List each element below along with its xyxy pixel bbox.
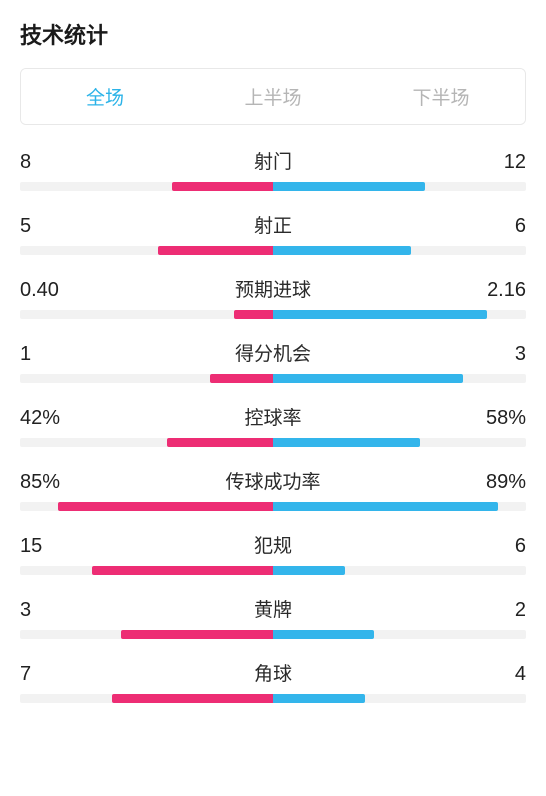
stat-bar-left	[210, 374, 273, 383]
stat-value-left: 5	[20, 215, 70, 238]
tab-first-half[interactable]: 上半场	[189, 69, 357, 124]
stat-header: 42%控球率58%	[20, 403, 526, 430]
stat-row: 5射正6	[20, 211, 526, 255]
stat-value-left: 7	[20, 663, 70, 686]
stat-value-left: 42%	[20, 407, 70, 430]
stat-label: 传球成功率	[70, 467, 476, 494]
stat-value-left: 85%	[20, 471, 70, 494]
stat-bar-right	[273, 310, 487, 319]
stat-label: 得分机会	[70, 339, 476, 366]
stat-label: 控球率	[70, 403, 476, 430]
stat-value-left: 8	[20, 151, 70, 174]
stat-header: 7角球4	[20, 659, 526, 686]
stat-bar-track	[20, 566, 526, 575]
stat-bar-track	[20, 182, 526, 191]
section-title: 技术统计	[20, 18, 526, 50]
stat-bar-track	[20, 630, 526, 639]
tab-second-half[interactable]: 下半场	[357, 69, 525, 124]
stat-bar-left	[58, 502, 273, 511]
stat-header: 3黄牌2	[20, 595, 526, 622]
stat-value-right: 6	[476, 215, 526, 238]
stat-label: 角球	[70, 659, 476, 686]
stat-bar-left	[234, 310, 273, 319]
stat-bar-track	[20, 374, 526, 383]
stats-panel: 技术统计 全场 上半场 下半场 8射门125射正60.40预期进球2.161得分…	[0, 0, 546, 703]
stat-bar-right	[273, 630, 374, 639]
period-tabs: 全场 上半场 下半场	[20, 68, 526, 125]
stat-bar-right	[273, 438, 420, 447]
stats-list: 8射门125射正60.40预期进球2.161得分机会342%控球率58%85%传…	[20, 147, 526, 703]
stat-value-right: 2.16	[476, 279, 526, 302]
stat-row: 1得分机会3	[20, 339, 526, 383]
stat-label: 预期进球	[70, 275, 476, 302]
stat-header: 5射正6	[20, 211, 526, 238]
stat-label: 射正	[70, 211, 476, 238]
stat-row: 42%控球率58%	[20, 403, 526, 447]
stat-value-left: 1	[20, 343, 70, 366]
tab-label: 上半场	[244, 88, 301, 109]
stat-value-right: 2	[476, 599, 526, 622]
stat-label: 犯规	[70, 531, 476, 558]
stat-label: 黄牌	[70, 595, 476, 622]
stat-bar-left	[167, 438, 273, 447]
stat-header: 85%传球成功率89%	[20, 467, 526, 494]
stat-bar-left	[172, 182, 273, 191]
stat-header: 1得分机会3	[20, 339, 526, 366]
stat-bar-track	[20, 502, 526, 511]
stat-bar-track	[20, 694, 526, 703]
stat-row: 15犯规6	[20, 531, 526, 575]
stat-value-left: 0.40	[20, 279, 70, 302]
stat-row: 7角球4	[20, 659, 526, 703]
stat-row: 8射门12	[20, 147, 526, 191]
stat-value-left: 15	[20, 535, 70, 558]
stat-value-right: 58%	[476, 407, 526, 430]
stat-bar-left	[112, 694, 273, 703]
stat-bar-right	[273, 246, 411, 255]
stat-bar-track	[20, 310, 526, 319]
stat-bar-right	[273, 694, 365, 703]
stat-bar-right	[273, 502, 498, 511]
stat-bar-right	[273, 566, 345, 575]
stat-value-left: 3	[20, 599, 70, 622]
tab-label: 下半场	[412, 88, 469, 109]
stat-bar-right	[273, 182, 425, 191]
stat-value-right: 3	[476, 343, 526, 366]
stat-row: 3黄牌2	[20, 595, 526, 639]
stat-bar-track	[20, 246, 526, 255]
stat-header: 8射门12	[20, 147, 526, 174]
stat-bar-left	[158, 246, 273, 255]
stat-bar-left	[92, 566, 273, 575]
stat-label: 射门	[70, 147, 476, 174]
stat-row: 0.40预期进球2.16	[20, 275, 526, 319]
stat-header: 15犯规6	[20, 531, 526, 558]
stat-row: 85%传球成功率89%	[20, 467, 526, 511]
stat-value-right: 12	[476, 151, 526, 174]
tab-label: 全场	[86, 88, 124, 109]
stat-bar-right	[273, 374, 463, 383]
stat-bar-left	[121, 630, 273, 639]
stat-value-right: 89%	[476, 471, 526, 494]
stat-header: 0.40预期进球2.16	[20, 275, 526, 302]
stat-value-right: 4	[476, 663, 526, 686]
stat-bar-track	[20, 438, 526, 447]
stat-value-right: 6	[476, 535, 526, 558]
tab-full-match[interactable]: 全场	[21, 69, 189, 124]
